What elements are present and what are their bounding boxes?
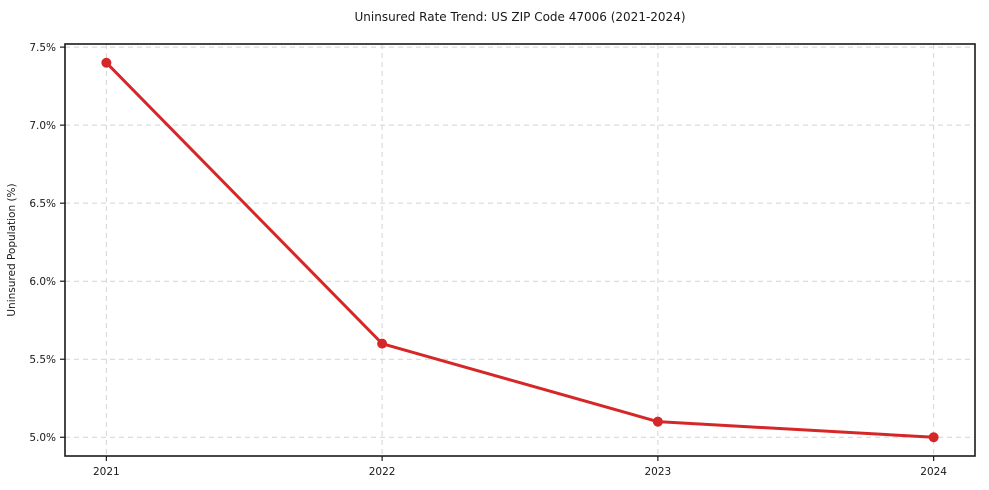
data-point <box>652 416 663 427</box>
y-tick-label: 6.5% <box>29 198 56 210</box>
grid-lines <box>65 44 975 456</box>
x-tick-label: 2022 <box>369 466 396 478</box>
x-tick-label: 2024 <box>920 466 947 478</box>
plot-border <box>64 43 976 457</box>
x-tick-label: 2021 <box>93 466 120 478</box>
chart-title: Uninsured Rate Trend: US ZIP Code 47006 … <box>354 10 685 24</box>
y-tick-label: 7.5% <box>29 42 56 54</box>
data-point <box>928 432 939 443</box>
data-series <box>101 57 939 443</box>
axes: 5.0% 5.5% 6.0% 6.5% 7.0% 7.5% 2021 2022 2023 2024 <box>29 42 976 478</box>
y-tick-label: 5.0% <box>29 432 56 444</box>
x-tick-label: 2023 <box>645 466 672 478</box>
trend-line <box>104 61 936 439</box>
data-point <box>377 338 388 349</box>
y-tick-label: 5.5% <box>29 354 56 366</box>
y-tick-label: 6.0% <box>29 276 56 288</box>
y-tick-label: 7.0% <box>29 120 56 132</box>
data-point <box>101 57 112 68</box>
y-axis-label: Uninsured Population (%) <box>6 183 18 316</box>
